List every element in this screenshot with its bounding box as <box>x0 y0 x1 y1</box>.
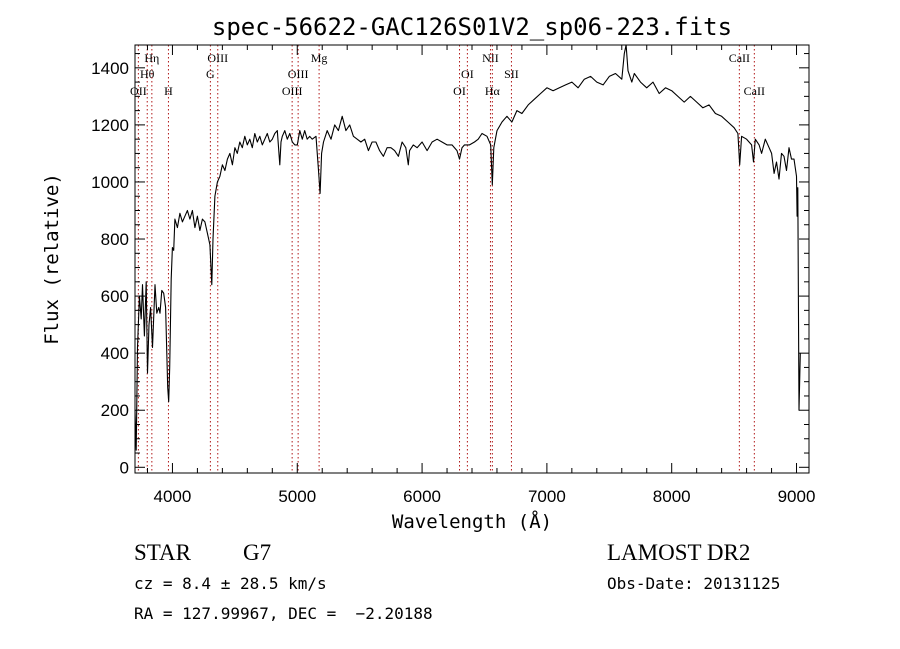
y-tick-label-0: 0 <box>120 458 129 477</box>
y-tick-label-7: 1400 <box>91 59 129 78</box>
x-tick-label-2: 6000 <box>403 487 441 506</box>
marker-label-15: CaII <box>744 84 765 98</box>
y-tick-label-3: 600 <box>101 287 129 306</box>
spectral-line-markers: OIIHθHηHOIIIGOIIIOIIIMgOIOINIIHαSIICaIIC… <box>130 45 765 473</box>
observation-date: Obs-Date: 20131125 <box>607 574 781 593</box>
y-tick-label-6: 1200 <box>91 116 129 135</box>
marker-label-10: OI <box>461 67 474 81</box>
object-class: STAR <box>134 540 191 565</box>
object-subclass: G7 <box>243 540 272 565</box>
y-tick-label-2: 400 <box>101 344 129 363</box>
x-tick-label-3: 7000 <box>528 487 566 506</box>
x-tick-label-4: 8000 <box>653 487 691 506</box>
plot-frame <box>134 44 810 474</box>
x-axis-label: Wavelength (Å) <box>392 510 552 533</box>
x-tick-label-0: 4000 <box>154 487 192 506</box>
chart-title: spec-56622-GAC126S01V2_sp06-223.fits <box>212 13 732 41</box>
sky-coordinates: RA = 127.99967, DEC = −2.20188 <box>134 604 433 623</box>
x-tick-label-1: 5000 <box>278 487 316 506</box>
marker-label-6: OIII <box>282 84 303 98</box>
spectrum-line-0 <box>134 44 801 451</box>
marker-label-4: OIII <box>207 51 228 65</box>
x-tick-label-5: 9000 <box>778 487 816 506</box>
marker-label-11: NII <box>482 51 499 65</box>
y-tick-label-1: 200 <box>101 401 129 420</box>
marker-label-14: CaII <box>729 51 750 65</box>
redshift-value: cz = 8.4 ± 28.5 km/s <box>134 574 327 593</box>
spectrum-series <box>134 44 801 451</box>
marker-label-0: OII <box>130 84 147 98</box>
marker-label-13: SII <box>504 67 519 81</box>
y-tick-label-5: 1000 <box>91 173 129 192</box>
axes: 4000 5000 6000 7000 8000 9000 0 200 400 600 800 100… <box>91 45 815 506</box>
marker-label-9: OI <box>453 84 466 98</box>
marker-label-3: H <box>164 84 173 98</box>
marker-label-5: G <box>206 67 215 81</box>
marker-label-7: OIII <box>288 67 309 81</box>
marker-label-2: Hη <box>144 51 159 65</box>
marker-label-1: Hθ <box>140 67 155 81</box>
marker-label-12: Hα <box>485 84 501 98</box>
marker-label-8: Mg <box>311 51 328 65</box>
y-axis-label: Flux (relative) <box>41 173 63 345</box>
survey-name: LAMOST DR2 <box>607 540 751 565</box>
y-tick-label-4: 800 <box>101 230 129 249</box>
